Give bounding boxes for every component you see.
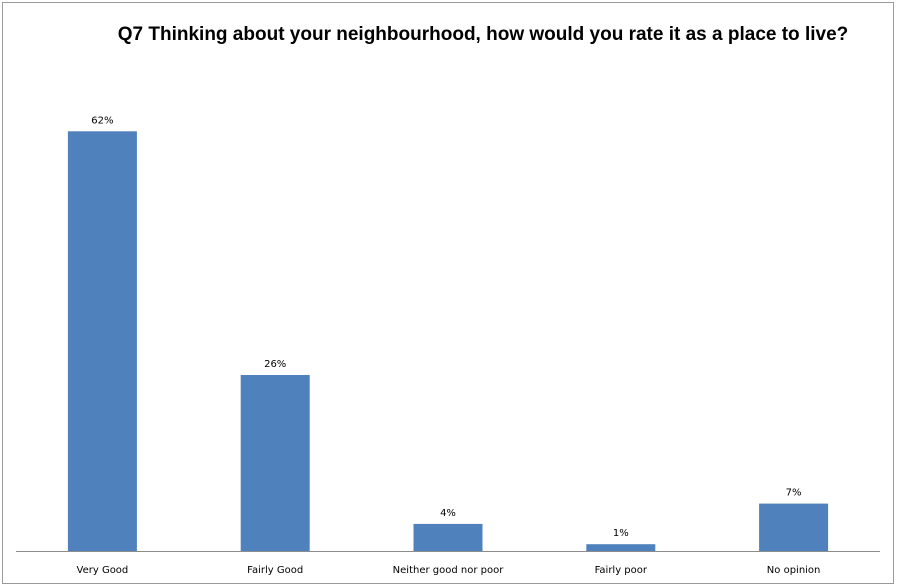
data-label-1: 26% xyxy=(264,359,286,370)
bar-2 xyxy=(413,523,483,551)
data-labels-layer: 62% 26% 4% 1% 7% xyxy=(91,115,801,539)
x-tick-label-4: No opinion xyxy=(767,565,821,576)
chart-title: Q7 Thinking about your neighbourhood, ho… xyxy=(117,24,849,45)
x-tick-labels-layer: Very Good Fairly Good Neither good nor poo… xyxy=(77,565,821,576)
data-label-4: 7% xyxy=(786,488,802,499)
data-label-2: 4% xyxy=(440,508,456,519)
data-label-3: 1% xyxy=(613,528,629,539)
bar-1 xyxy=(240,375,310,551)
x-tick-label-2: Neither good nor poor xyxy=(393,565,505,576)
bar-3 xyxy=(586,544,656,551)
x-tick-label-3: Fairly poor xyxy=(595,565,648,576)
x-tick-label-0: Very Good xyxy=(77,565,129,576)
data-label-0: 62% xyxy=(91,115,113,126)
bar-4 xyxy=(759,503,829,551)
bars-layer xyxy=(67,131,829,552)
bar-0 xyxy=(67,131,137,552)
x-tick-label-1: Fairly Good xyxy=(247,565,303,576)
